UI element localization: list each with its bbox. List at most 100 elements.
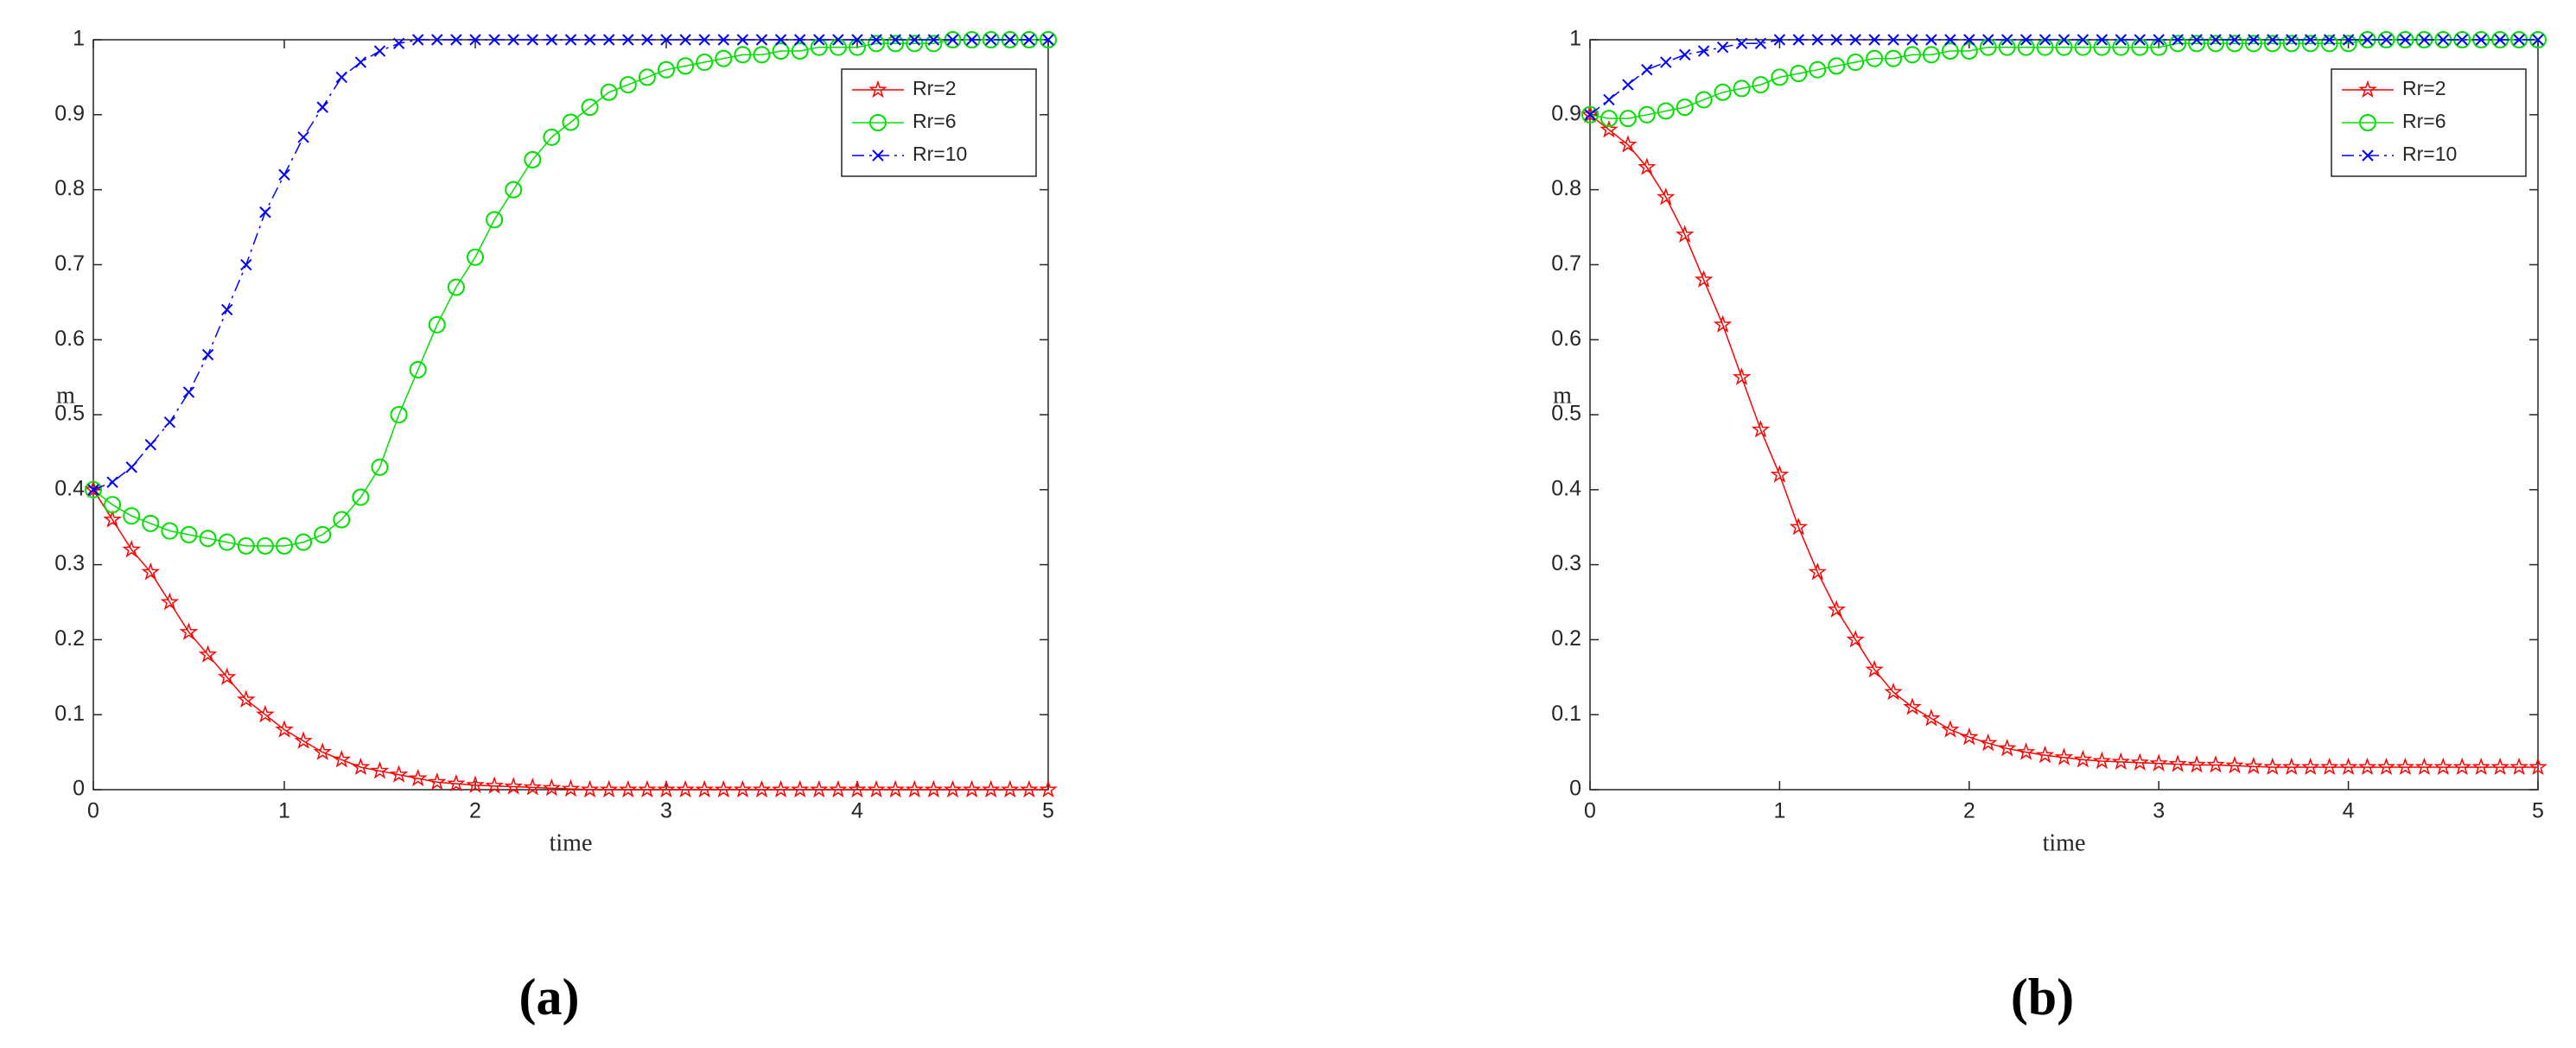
marker [141,562,161,581]
marker [545,34,558,46]
marker [981,779,1001,798]
marker [198,645,218,663]
marker [1622,79,1634,91]
marker [373,45,386,57]
marker [771,779,791,798]
marker [2225,35,2243,53]
marker [2263,757,2282,776]
marker [469,34,481,46]
marker [695,779,715,798]
marker [431,34,443,46]
marker [297,131,309,143]
marker [160,592,180,611]
marker [868,79,887,98]
marker [1657,187,1676,206]
legend-label: Rr=2 [2402,77,2446,99]
marker [352,488,370,506]
marker [622,34,634,46]
x-tick-label: 2 [1963,799,1975,823]
marker [1676,98,1694,117]
marker [504,777,524,795]
marker [1754,37,1767,50]
marker [1675,225,1695,243]
marker [543,128,561,146]
marker [679,34,691,46]
marker [2035,745,2055,764]
marker [872,149,884,162]
marker [1000,779,1020,798]
marker [2418,34,2431,46]
marker [1752,76,1770,94]
marker [1584,109,1596,121]
marker [2187,755,2206,773]
marker [237,537,255,555]
marker [927,34,940,46]
marker [2301,35,2319,53]
marker [1600,119,1619,138]
marker [2359,114,2376,131]
marker [278,168,290,181]
legend-label: Rr=10 [2402,143,2457,165]
marker [1039,779,1058,798]
marker [736,34,749,46]
marker [1906,34,1918,46]
marker [1733,79,1751,98]
y-tick-label: 0.8 [1551,176,1581,200]
y-tick-label: 1 [1569,27,1581,51]
marker [428,315,446,333]
marker [2229,34,2241,46]
marker [1004,34,1016,46]
marker [753,46,771,64]
y-tick-label: 0.2 [1551,626,1581,651]
marker [106,476,118,488]
marker [562,113,580,131]
marker [1771,68,1789,86]
marker [144,439,157,451]
marker [870,34,882,46]
marker [201,348,214,361]
marker [1732,367,1752,385]
marker [965,34,978,46]
marker [526,34,539,46]
x-tick-label: 3 [660,799,672,823]
marker [925,35,943,53]
x-tick-label: 3 [2153,799,2165,823]
marker [1020,779,1039,798]
marker [677,57,695,75]
x-tick-label: 2 [469,799,481,823]
marker [1922,708,1941,727]
legend: Rr=2 Rr=6 Rr=10 [2331,68,2527,177]
marker [2305,34,2317,46]
y-tick-label: 0.3 [1551,551,1581,575]
marker [1714,83,1732,101]
marker [125,461,137,473]
marker [2000,34,2013,46]
marker [351,757,371,776]
marker [179,622,199,640]
marker [2168,754,2187,772]
marker [2039,34,2051,46]
marker [485,776,504,794]
marker [2301,757,2320,776]
y-tick-label: 0.4 [1551,476,1581,500]
marker [2456,34,2468,46]
legend-label: Rr=6 [2402,110,2446,132]
marker [1657,102,1675,120]
marker [2210,34,2222,46]
marker [813,34,825,46]
marker [657,779,676,798]
marker [660,34,672,46]
marker [887,35,905,53]
y-tick-label: 1 [73,27,85,51]
marker [103,510,122,528]
x-tick-label: 0 [87,799,99,823]
marker [889,34,901,46]
marker [2092,751,2112,770]
marker [488,34,500,46]
marker [2320,35,2338,53]
caption: (b) [2011,969,2074,1026]
marker [1023,34,1035,46]
marker [354,56,367,68]
marker [1619,135,1638,153]
marker [505,181,523,199]
